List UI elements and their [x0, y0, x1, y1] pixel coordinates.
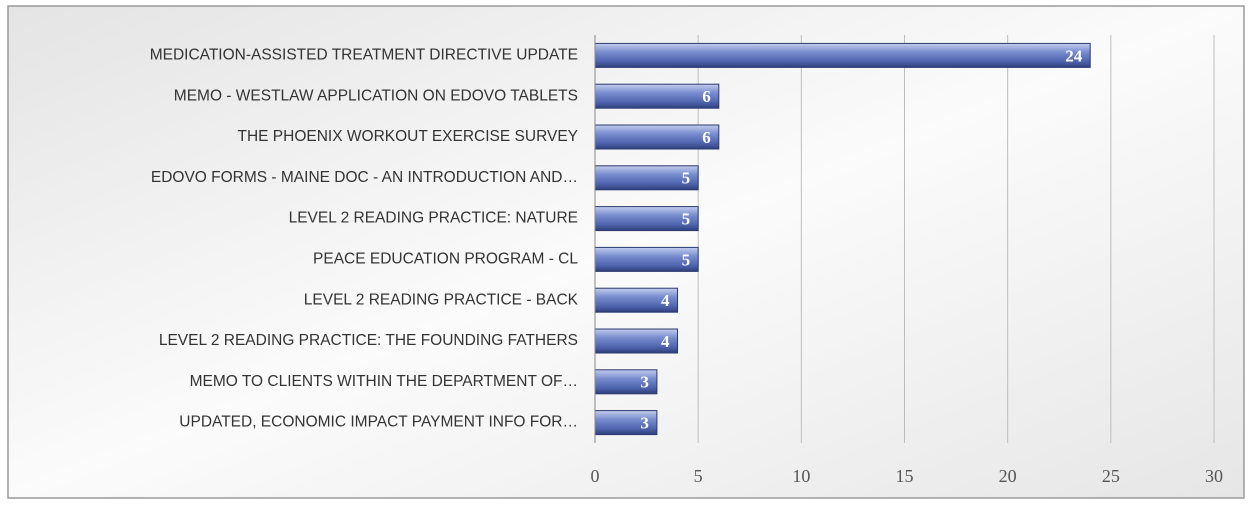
x-tick-label: 30 [1205, 466, 1223, 486]
y-tick-label: MEMO - WESTLAW APPLICATION ON EDOVO TABL… [174, 87, 578, 104]
bar [594, 287, 679, 313]
bar [594, 328, 679, 354]
y-tick-label: UPDATED, ECONOMIC IMPACT PAYMENT INFO FO… [179, 414, 578, 431]
data-label: 3 [640, 414, 649, 433]
bar [594, 410, 658, 436]
y-tick-label: THE PHOENIX WORKOUT EXERCISE SURVEY [238, 128, 579, 145]
x-tick-label: 0 [591, 466, 600, 486]
y-tick-label: PEACE EDUCATION PROGRAM - CL [313, 250, 578, 267]
y-tick-label: LEVEL 2 READING PRACTICE: NATURE [289, 210, 578, 227]
data-label: 24 [1065, 46, 1083, 65]
y-tick-label: MEDICATION-ASSISTED TREATMENT DIRECTIVE … [150, 46, 578, 63]
data-label: 5 [682, 210, 691, 229]
x-tick-label: 5 [694, 466, 703, 486]
bar [594, 124, 720, 150]
y-tick-label: LEVEL 2 READING PRACTICE - BACK [304, 291, 579, 308]
y-tick-label: MEMO TO CLIENTS WITHIN THE DEPARTMENT OF… [190, 373, 578, 390]
x-tick-label: 20 [999, 466, 1017, 486]
bar [594, 83, 720, 109]
data-label: 3 [640, 373, 649, 392]
data-label: 5 [682, 169, 691, 188]
y-tick-label: LEVEL 2 READING PRACTICE: THE FOUNDING F… [159, 332, 578, 349]
data-label: 6 [702, 87, 711, 106]
x-tick-label: 10 [792, 466, 810, 486]
bar [594, 369, 658, 395]
bar [594, 165, 699, 191]
data-label: 4 [661, 291, 670, 310]
x-tick-label: 25 [1102, 466, 1120, 486]
bar [594, 206, 699, 232]
x-tick-label: 15 [896, 466, 914, 486]
data-label: 6 [702, 128, 711, 147]
data-label: 4 [661, 332, 670, 351]
data-label: 5 [682, 250, 691, 269]
bar [594, 42, 1091, 68]
y-tick-label: EDOVO FORMS - MAINE DOC - AN INTRODUCTIO… [151, 169, 578, 186]
